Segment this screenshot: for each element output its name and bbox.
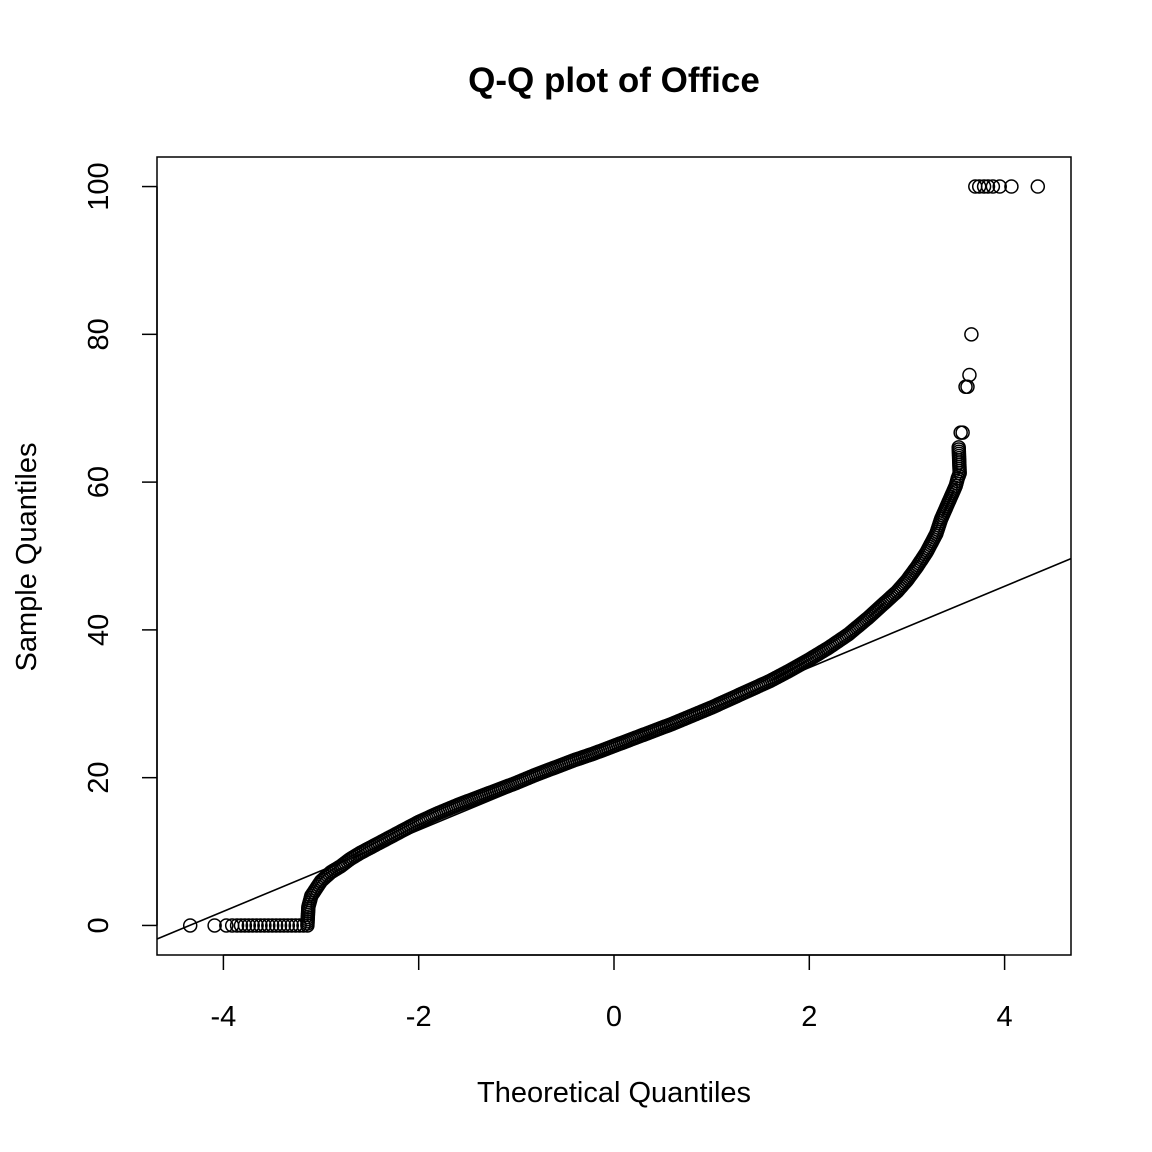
data-point	[992, 179, 1007, 194]
data-points	[182, 179, 1046, 933]
x-tick-label: 4	[997, 1001, 1013, 1033]
data-point	[976, 179, 992, 194]
data-point	[883, 590, 898, 605]
x-tick-label: -4	[211, 1001, 237, 1033]
x-tick-label: 2	[801, 1001, 817, 1033]
data-point	[964, 327, 979, 342]
data-point	[1030, 179, 1046, 194]
x-tick-label: -2	[406, 1001, 432, 1033]
data-point	[955, 425, 970, 440]
data-point	[276, 918, 292, 933]
data-point	[241, 918, 257, 933]
y-axis-label: Sample Quantiles	[11, 443, 43, 672]
data-point	[219, 918, 234, 933]
x-axis-label: Theoretical Quantiles	[477, 1077, 751, 1109]
data-point	[207, 918, 222, 933]
data-point	[951, 442, 967, 457]
data-point	[245, 918, 260, 933]
data-point	[317, 870, 332, 886]
data-point	[960, 379, 975, 395]
data-point	[253, 918, 268, 933]
y-tick-label: 20	[83, 762, 115, 794]
data-point	[249, 918, 264, 933]
y-tick-label: 60	[83, 466, 115, 498]
data-point	[237, 918, 253, 933]
data-point	[980, 179, 996, 194]
data-point	[261, 918, 276, 933]
data-point	[962, 367, 977, 383]
x-tick-label: 0	[606, 1001, 622, 1033]
y-tick-label: 80	[83, 318, 115, 350]
data-point	[182, 918, 198, 933]
x-axis: -4 -2 0 2 4	[211, 954, 1013, 1033]
data-point	[257, 918, 272, 933]
data-point	[284, 918, 300, 933]
data-point	[268, 918, 284, 933]
data-point	[272, 918, 288, 933]
y-tick-label: 40	[83, 614, 115, 646]
data-point	[233, 918, 249, 933]
data-point	[985, 179, 1001, 194]
y-axis: 0 20 40 60 80 100	[83, 162, 158, 934]
y-tick-label: 100	[83, 162, 115, 210]
data-point	[264, 918, 280, 933]
data-point	[229, 918, 245, 933]
y-tick-label: 0	[83, 917, 115, 933]
data-point	[1004, 179, 1019, 194]
data-point	[280, 918, 296, 933]
plot-frame	[156, 156, 1072, 956]
chart-title: Q-Q plot of Office	[468, 61, 760, 100]
